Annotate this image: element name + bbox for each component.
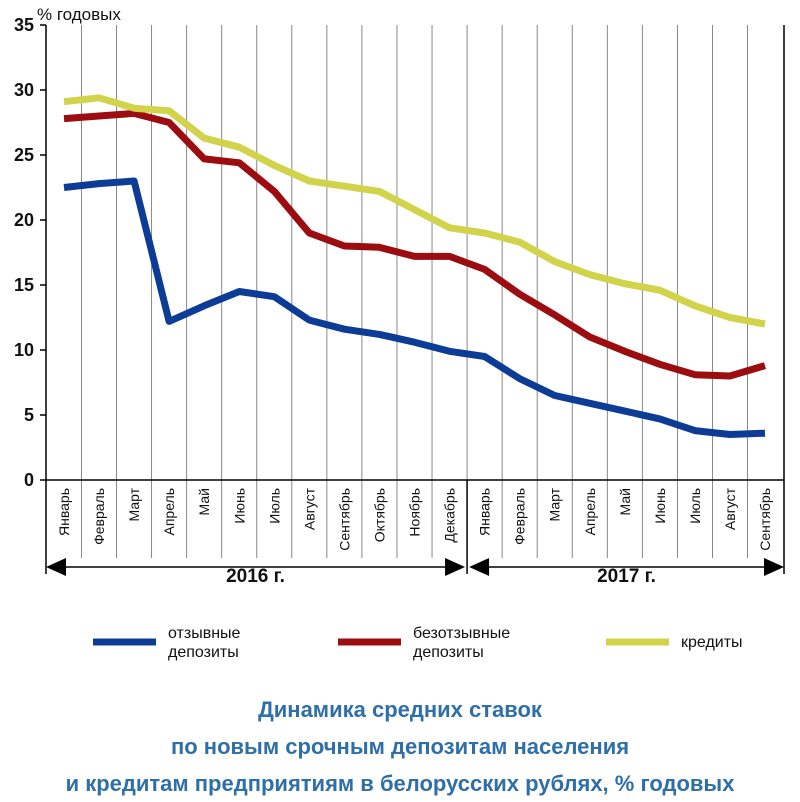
x-tick-label: Май [196,488,212,515]
legend-label-line1: безотзывные [413,625,510,642]
x-tick-label: Август [722,487,738,530]
year-label: 2017 г. [597,566,656,587]
x-tick-label: Июль [266,488,282,524]
series-line-3 [63,94,766,328]
x-tick-label: Январь [56,488,72,536]
series-line-2 [63,109,766,380]
series-layer [63,94,766,438]
legend-label-line2: депозиты [413,644,484,661]
y-tick-label: 20 [14,210,34,230]
x-tick-label: Февраль [512,488,528,545]
arrow-right-icon [764,558,784,576]
x-tick-label: Июнь [231,488,247,524]
legend-label-line1: отзывные [168,625,241,642]
grid-layer [81,25,748,558]
y-unit-label: % годовых [37,5,121,24]
x-tick-label: Октябрь [371,488,387,542]
title-line-1: Динамика средних ставок [258,697,543,722]
x-tick-label: Январь [477,488,493,536]
legend-label-line1: кредиты [681,634,743,651]
y-tick-label: 0 [24,470,34,490]
axes-layer: 0 5 10 15 20 25 30 35% годовых [14,5,785,574]
x-tick-label: Февраль [91,488,107,545]
x-tick-label: Сентябрь [757,488,773,551]
x-tick-labels: Январь Февраль Март Апрель Май Июнь Июль Август… [56,487,773,550]
title-line-2: по новым срочным депозитам населения [171,734,629,759]
y-tick-label: 15 [14,275,34,295]
y-tick-label: 25 [14,145,34,165]
y-tick-label: 35 [14,15,34,35]
x-tick-label: Август [301,487,317,530]
x-tick-label: Июнь [652,488,668,524]
x-tick-label: Май [617,488,633,515]
x-tick-label: Март [547,487,563,521]
x-tick-label: Сентябрь [336,488,352,551]
x-tick-label: Апрель [582,488,598,536]
year-label: 2016 г. [226,566,285,587]
title-line-3: и кредитам предприятиям в белорусских ру… [66,771,736,796]
y-tick-label: 10 [14,340,34,360]
y-tick-label: 5 [24,405,34,425]
x-tick-label: Июль [687,488,703,524]
legend-label-line2: депозиты [168,644,239,661]
x-tick-label: Март [126,487,142,521]
x-tick-label: Декабрь [442,488,458,543]
y-tick-label: 30 [14,80,34,100]
year-ranges: 2016 г. 2017 г. [46,558,784,587]
x-tick-label: Ноябрь [407,488,423,537]
chart-title: Динамика средних ставок по новым срочным … [66,697,736,796]
arrow-right-icon [445,558,466,576]
x-tick-label: Апрель [161,488,177,536]
arrow-left-icon [46,558,66,576]
series-line-1 [63,177,766,438]
arrow-left-icon [469,558,490,576]
legend: отзывные депозиты безотзывные депозиты креди… [93,625,743,661]
